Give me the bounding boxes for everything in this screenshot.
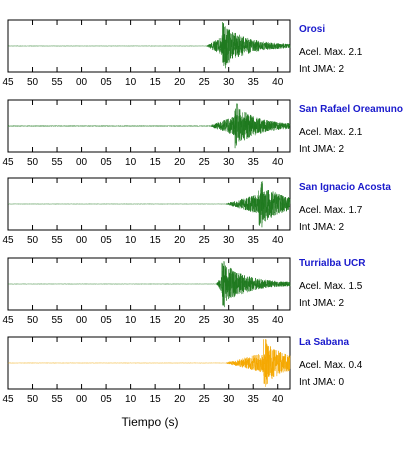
- panel-0: 45 50 55 00 05 10 15 20 25 30 35 40: [2, 19, 291, 88]
- tick-label: 45: [2, 315, 14, 326]
- tick-label: 30: [223, 235, 235, 246]
- tick-label: 40: [272, 315, 284, 326]
- max-acceleration: Acel. Max. 1.5: [299, 281, 363, 292]
- jma-intensity: Int JMA: 2: [299, 298, 345, 309]
- tick-label: 45: [2, 394, 14, 405]
- tick-label: 05: [101, 394, 113, 405]
- tick-label: 15: [150, 235, 162, 246]
- tick-label: 20: [174, 157, 186, 168]
- tick-label: 35: [248, 77, 260, 88]
- tick-label: 45: [2, 235, 14, 246]
- station-info-orosi: Orosi Acel. Max. 2.1 Int JMA: 2: [299, 24, 362, 75]
- station-name: San Rafael Oreamuno: [299, 104, 403, 115]
- panel-frame: [7, 177, 291, 231]
- tick-label: 50: [27, 394, 39, 405]
- tick-label: 20: [174, 235, 186, 246]
- tick-label: 40: [272, 235, 284, 246]
- tick-label: 55: [51, 235, 63, 246]
- tick-label: 10: [125, 77, 137, 88]
- tick-label: 05: [101, 157, 113, 168]
- tick-label: 40: [272, 77, 284, 88]
- station-name: San Ignacio Acosta: [299, 182, 391, 193]
- tick-label: 15: [150, 157, 162, 168]
- tick-label: 00: [76, 157, 88, 168]
- tick-label: 15: [150, 77, 162, 88]
- tick-label: 45: [2, 157, 14, 168]
- tick-label: 55: [51, 157, 63, 168]
- tick-label: 20: [174, 315, 186, 326]
- tick-label: 00: [76, 77, 88, 88]
- max-acceleration: Acel. Max. 2.1: [299, 127, 363, 138]
- tick-label: 35: [248, 394, 260, 405]
- jma-intensity: Int JMA: 2: [299, 144, 345, 155]
- waveform-series: [7, 103, 291, 149]
- waveform-series: [7, 181, 291, 228]
- panel-3: 45 50 55 00 05 10 15 20 25 30 35 40: [2, 257, 291, 326]
- tick-label: 00: [76, 235, 88, 246]
- station-info-la-sabana: La Sabana Acel. Max. 0.4 Int JMA: 0: [299, 337, 362, 388]
- tick-label: 25: [199, 315, 211, 326]
- tick-label: 15: [150, 394, 162, 405]
- tick-label: 05: [101, 77, 113, 88]
- tick-label: 35: [248, 157, 260, 168]
- tick-label: 30: [223, 315, 235, 326]
- tick-label: 50: [27, 77, 39, 88]
- tick-label: 20: [174, 394, 186, 405]
- tick-label: 40: [272, 157, 284, 168]
- panel-4: 45 50 55 00 05 10 15 20 25 30 35 40: [2, 336, 291, 405]
- station-info-san-ignacio-acosta: San Ignacio Acosta Acel. Max. 1.7 Int JM…: [299, 182, 391, 233]
- tick-label: 25: [199, 394, 211, 405]
- tick-label: 35: [248, 235, 260, 246]
- x-axis-label: Tiempo (s): [121, 415, 179, 429]
- panel-1: 45 50 55 00 05 10 15 20 25 30 35 40: [2, 99, 291, 168]
- tick-label: 40: [272, 394, 284, 405]
- waveform-series: [7, 261, 291, 308]
- tick-label: 30: [223, 77, 235, 88]
- panel-2: 45 50 55 00 05 10 15 20 25 30 35 40: [2, 177, 291, 246]
- tick-label: 25: [199, 157, 211, 168]
- tick-label: 05: [101, 315, 113, 326]
- max-acceleration: Acel. Max. 0.4: [299, 360, 363, 371]
- station-name: La Sabana: [299, 337, 350, 348]
- station-name: Orosi: [299, 24, 326, 35]
- station-name: Turrialba UCR: [299, 258, 366, 269]
- tick-label: 55: [51, 315, 63, 326]
- tick-label: 10: [125, 235, 137, 246]
- tick-label: 55: [51, 394, 63, 405]
- tick-label: 45: [2, 77, 14, 88]
- tick-label: 10: [125, 315, 137, 326]
- max-acceleration: Acel. Max. 1.7: [299, 205, 363, 216]
- tick-label: 35: [248, 315, 260, 326]
- tick-label: 50: [27, 157, 39, 168]
- tick-label: 00: [76, 394, 88, 405]
- tick-label: 10: [125, 394, 137, 405]
- tick-label: 30: [223, 157, 235, 168]
- tick-label: 30: [223, 394, 235, 405]
- tick-label: 15: [150, 315, 162, 326]
- waveform-series: [7, 22, 291, 69]
- tick-label: 25: [199, 77, 211, 88]
- tick-label: 10: [125, 157, 137, 168]
- jma-intensity: Int JMA: 2: [299, 64, 345, 75]
- tick-label: 50: [27, 235, 39, 246]
- max-acceleration: Acel. Max. 2.1: [299, 47, 363, 58]
- station-info-turrialba-ucr: Turrialba UCR Acel. Max. 1.5 Int JMA: 2: [299, 258, 366, 309]
- tick-label: 55: [51, 77, 63, 88]
- station-info-san-rafael-oreamuno: San Rafael Oreamuno Acel. Max. 2.1 Int J…: [299, 104, 403, 155]
- tick-label: 20: [174, 77, 186, 88]
- jma-intensity: Int JMA: 2: [299, 222, 345, 233]
- tick-label: 00: [76, 315, 88, 326]
- waveform-series: [7, 339, 291, 387]
- jma-intensity: Int JMA: 0: [299, 377, 345, 388]
- tick-label: 50: [27, 315, 39, 326]
- tick-label: 05: [101, 235, 113, 246]
- tick-label: 25: [199, 235, 211, 246]
